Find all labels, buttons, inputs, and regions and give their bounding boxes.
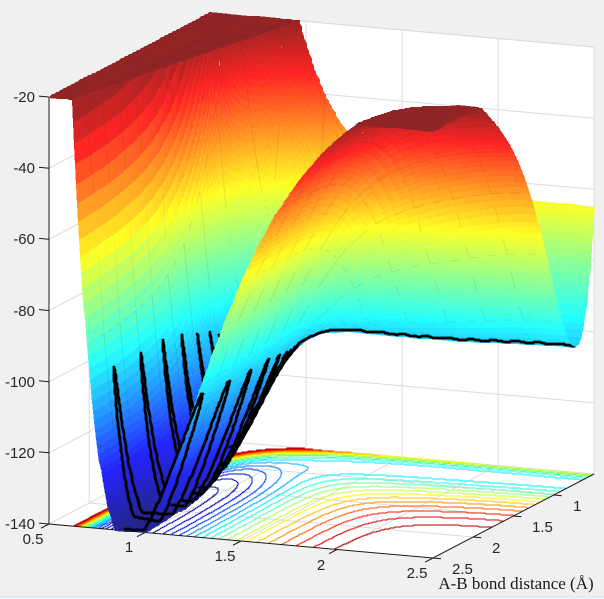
svg-text:1.5: 1.5: [532, 519, 553, 536]
svg-text:-80: -80: [13, 303, 35, 320]
svg-text:1: 1: [125, 539, 133, 556]
svg-text:A-B bond distance (Å): A-B bond distance (Å): [438, 574, 593, 593]
svg-text:-60: -60: [13, 231, 35, 248]
svg-text:2.5: 2.5: [452, 561, 473, 578]
svg-text:0.5: 0.5: [23, 531, 44, 548]
svg-text:1: 1: [573, 498, 581, 515]
svg-text:2: 2: [317, 557, 325, 574]
svg-text:-120: -120: [5, 445, 35, 462]
svg-text:1.5: 1.5: [215, 548, 236, 565]
svg-text:2: 2: [492, 540, 500, 557]
svg-text:-20: -20: [13, 89, 35, 106]
svg-text:-40: -40: [13, 160, 35, 177]
svg-text:-100: -100: [5, 374, 35, 391]
svg-text:2.5: 2.5: [407, 565, 428, 582]
svg-text:-140: -140: [5, 516, 35, 533]
